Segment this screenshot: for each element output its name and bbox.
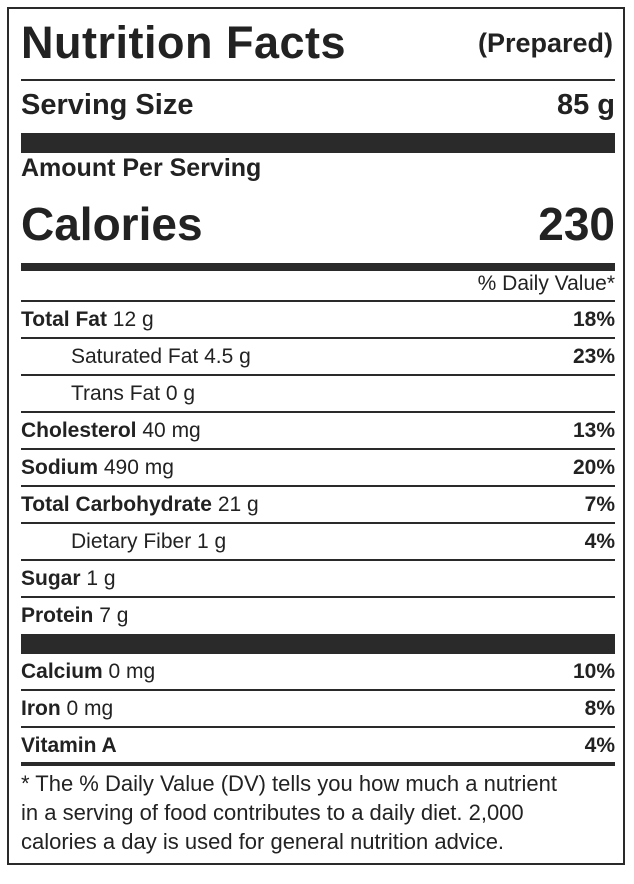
nutrient-name: Saturated Fat — [71, 345, 199, 368]
nutrient-amount: 40 mg — [142, 419, 201, 442]
vitamin-name: Vitamin A — [21, 734, 117, 757]
nutrient-name: Total Fat — [21, 308, 107, 331]
footnote: * The % Daily Value (DV) tells you how m… — [21, 769, 615, 856]
footnote-line: calories a day is used for general nutri… — [21, 829, 505, 854]
nutrient-dv: 18% — [572, 308, 615, 331]
nutrient-row-dietary-fiber: Dietary Fiber 1 g 4% — [21, 524, 615, 561]
nutrient-name: Cholesterol — [21, 419, 137, 442]
amount-per-serving: Amount Per Serving — [21, 154, 262, 182]
nutrient-row-protein: Protein 7 g — [21, 598, 615, 634]
footnote-line: * The % Daily Value (DV) tells you how m… — [21, 771, 557, 796]
nutrient-name: Dietary Fiber — [71, 530, 192, 553]
nutrient-amount: 4.5 g — [204, 345, 251, 368]
nutrient-row-trans-fat: Trans Fat 0 g — [21, 376, 615, 413]
divider-medium — [21, 263, 615, 271]
nutrition-facts-label: Nutrition Facts (Prepared) Serving Size … — [7, 7, 625, 865]
divider-medium — [21, 762, 615, 766]
vitamin-dv: 10% — [572, 660, 615, 683]
nutrient-amount: 490 mg — [103, 456, 174, 479]
divider-thick — [21, 634, 615, 654]
nutrient-amount: 1 g — [86, 567, 116, 590]
daily-value-header: % Daily Value* — [477, 272, 615, 295]
divider-thick — [21, 133, 615, 153]
vitamin-dv: 4% — [584, 734, 615, 757]
label-subtitle: (Prepared) — [477, 28, 613, 58]
vitamin-dv: 8% — [584, 697, 615, 720]
nutrient-row-sodium: Sodium 490 mg 20% — [21, 450, 615, 487]
vitamin-row-iron: Iron 0 mg 8% — [21, 691, 615, 728]
nutrient-dv: 4% — [584, 530, 615, 553]
nutrient-dv: 13% — [572, 419, 615, 442]
nutrient-name: Trans Fat — [71, 382, 161, 405]
nutrient-amount: 0 g — [165, 382, 196, 405]
footnote-line: in a serving of food contributes to a da… — [21, 800, 524, 825]
nutrient-name: Total Carbohydrate — [21, 493, 212, 516]
nutrient-name: Sodium — [21, 456, 98, 479]
nutrient-row-sugar: Sugar 1 g — [21, 561, 615, 598]
vitamin-name: Calcium — [21, 660, 103, 683]
serving-size-value: 85 g — [556, 89, 615, 121]
nutrient-row-total-carbohydrate: Total Carbohydrate 21 g 7% — [21, 487, 615, 524]
nutrient-row-saturated-fat: Saturated Fat 4.5 g 23% — [21, 339, 615, 376]
calories-label: Calories — [21, 198, 203, 250]
nutrient-amount: 1 g — [197, 530, 227, 553]
nutrient-row-total-fat: Total Fat 12 g 18% — [21, 302, 615, 339]
divider-thin — [21, 79, 615, 81]
calories-value: 230 — [538, 198, 615, 250]
nutrient-row-cholesterol: Cholesterol 40 mg 13% — [21, 413, 615, 450]
vitamin-name: Iron — [21, 697, 61, 720]
label-title: Nutrition Facts — [21, 17, 347, 68]
nutrient-name: Protein — [21, 604, 94, 627]
nutrient-amount: 21 g — [217, 493, 259, 516]
serving-size-label: Serving Size — [21, 89, 194, 121]
vitamin-amount: 0 mg — [66, 697, 114, 720]
nutrient-amount: 12 g — [112, 308, 154, 331]
vitamin-amount: 0 mg — [108, 660, 156, 683]
vitamin-row-calcium: Calcium 0 mg 10% — [21, 654, 615, 691]
nutrient-dv: 23% — [572, 345, 615, 368]
divider-thin — [21, 300, 615, 302]
nutrient-name: Sugar — [21, 567, 81, 590]
nutrient-dv: 20% — [572, 456, 615, 479]
nutrient-amount: 7 g — [99, 604, 129, 627]
vitamin-row-vitamin-a: Vitamin A 4% — [21, 728, 615, 764]
nutrient-dv: 7% — [584, 493, 615, 516]
